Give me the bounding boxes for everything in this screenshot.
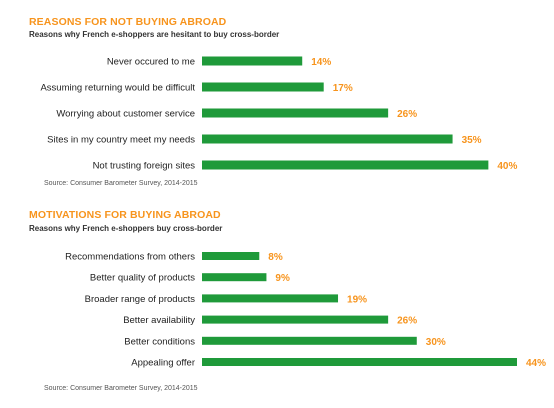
value-label: 8%: [268, 252, 283, 263]
bar: [202, 108, 389, 118]
value-label: 40%: [497, 161, 517, 172]
value-label: 44%: [526, 358, 546, 369]
bar: [202, 358, 517, 366]
bar: [202, 273, 267, 282]
category-label: Better availability: [123, 315, 195, 326]
category-label: Not trusting foreign sites: [93, 161, 196, 172]
category-label: Sites in my country meet my needs: [47, 135, 195, 146]
value-label: 9%: [275, 273, 290, 284]
chart2-plot: Recommendations from others 8% Better qual…: [65, 252, 546, 370]
category-label: Recommendations from others: [65, 252, 195, 263]
value-label: 17%: [333, 83, 353, 94]
category-label: Better quality of products: [90, 273, 195, 284]
value-label: 19%: [347, 294, 367, 305]
value-label: 30%: [426, 337, 446, 348]
category-label: Better conditions: [124, 336, 195, 347]
category-label: Appealing offer: [131, 358, 195, 369]
bar: [202, 252, 260, 260]
chart2-title: MOTIVATIONS FOR BUYING ABROAD: [29, 209, 221, 221]
bar: [202, 160, 489, 170]
value-label: 14%: [311, 57, 331, 68]
chart2-subtitle: Reasons why French e-shoppers buy cross-…: [29, 224, 223, 233]
bar: [202, 315, 389, 324]
value-label: 26%: [397, 109, 417, 120]
bar: [202, 336, 417, 345]
bar: [202, 294, 339, 303]
category-label: Broader range of products: [85, 294, 196, 305]
bar: [202, 56, 303, 66]
chart1-subtitle: Reasons why French e-shoppers are hesita…: [29, 30, 280, 39]
category-label: Worrying about customer service: [56, 109, 195, 120]
value-label: 26%: [397, 316, 417, 327]
bar: [202, 134, 453, 144]
chart1-source: Source: Consumer Barometer Survey, 2014-…: [44, 180, 198, 187]
chart1-title: REASONS FOR NOT BUYING ABROAD: [29, 16, 227, 28]
bar: [202, 82, 324, 92]
category-label: Assuming returning would be difficult: [40, 83, 195, 94]
chart1-plot: Never occured to me 14% Assuming returning…: [40, 56, 517, 172]
chart2-source: Source: Consumer Barometer Survey, 2014-…: [44, 385, 198, 392]
value-label: 35%: [462, 135, 482, 146]
category-label: Never occured to me: [107, 57, 195, 68]
